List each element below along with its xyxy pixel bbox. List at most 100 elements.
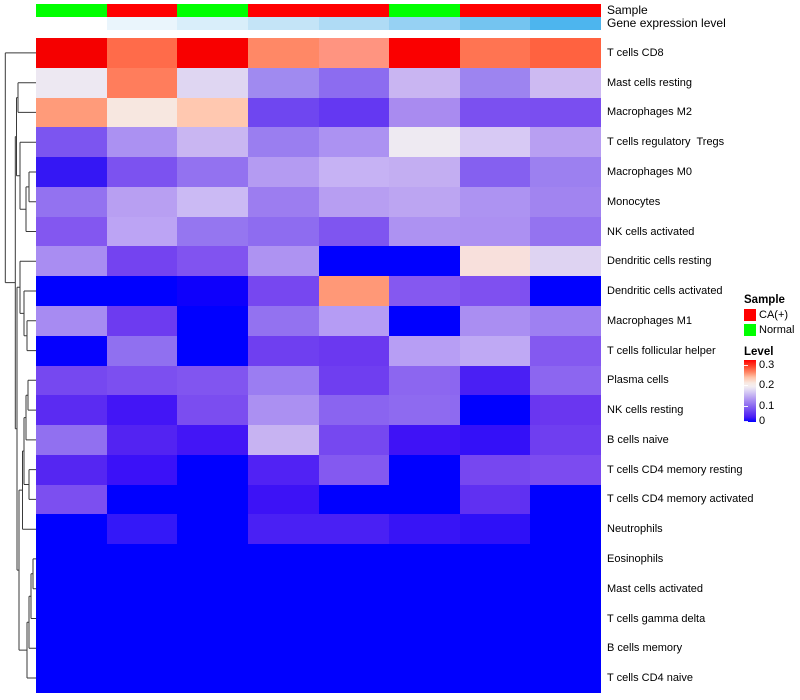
heatmap-cell: [318, 663, 390, 693]
row-label: Dendritic cells activated: [607, 285, 723, 298]
heatmap-cell: [459, 573, 531, 604]
heatmap-cell: [530, 425, 601, 455]
heatmap-cell: [36, 484, 107, 515]
heatmap-cell: [106, 425, 178, 455]
heatmap-cell: [530, 335, 601, 366]
row-label: T cells CD4 memory activated: [607, 493, 754, 506]
heatmap-cell: [177, 603, 248, 634]
heatmap-cell: [106, 454, 178, 485]
heatmap-cell: [106, 335, 178, 366]
heatmap-cell: [247, 246, 319, 277]
heatmap-cell: [177, 97, 248, 128]
heatmap-row: [36, 157, 601, 187]
heatmap-cell: [389, 335, 460, 366]
heatmap-row: [36, 395, 601, 426]
heatmap-cell: [247, 335, 319, 366]
heatmap-cell: [459, 38, 531, 68]
row-label: Mast cells resting: [607, 76, 692, 89]
heatmap-grid: [36, 38, 601, 693]
heatmap-cell: [247, 454, 319, 485]
heatmap-cell: [318, 425, 390, 455]
heatmap-cell: [389, 127, 460, 158]
heatmap-cell: [459, 67, 531, 98]
heatmap-cell: [247, 67, 319, 98]
heatmap-cell: [177, 484, 248, 515]
heatmap-cell: [459, 514, 531, 545]
heatmap-cell: [459, 186, 531, 217]
legend-item-label: Normal: [759, 323, 795, 336]
heatmap-cell: [36, 127, 107, 158]
heatmap-cell: [106, 573, 178, 604]
sample-annotation-cell: [36, 4, 107, 17]
heatmap-cell: [177, 276, 248, 306]
heatmap-cell: [389, 157, 460, 187]
level-legend: 0.3 0.2 0.1 0: [744, 360, 800, 427]
heatmap-cell: [106, 97, 178, 128]
sample-legend-item: CA(+): [744, 308, 800, 321]
row-label: B cells naive: [607, 433, 669, 446]
heatmap-cell: [247, 395, 319, 426]
heatmap-cell: [530, 216, 601, 247]
heatmap-cell: [106, 365, 178, 396]
heatmap-cell: [36, 335, 107, 366]
heatmap-cell: [389, 38, 460, 68]
heatmap-cell: [530, 484, 601, 515]
heatmap-cell: [177, 633, 248, 664]
sample-annotation-cell: [459, 4, 531, 17]
heatmap-cell: [177, 38, 248, 68]
heatmap-cell: [530, 305, 601, 336]
heatmap-cell: [36, 603, 107, 634]
heatmap-cell: [36, 365, 107, 396]
annotation-labels: Sample Gene expression level: [607, 4, 726, 30]
heatmap-cell: [177, 186, 248, 217]
heatmap-row: [36, 97, 601, 128]
expression-annotation-cell: [247, 17, 319, 30]
heatmap-cell: [177, 335, 248, 366]
heatmap-cell: [36, 157, 107, 187]
heatmap-cell: [459, 335, 531, 366]
heatmap-cell: [36, 663, 107, 693]
heatmap-cell: [106, 544, 178, 574]
heatmap-cell: [389, 514, 460, 545]
heatmap-cell: [459, 395, 531, 426]
heatmap-cell: [177, 127, 248, 158]
row-label: Mast cells activated: [607, 582, 703, 595]
heatmap-cell: [318, 544, 390, 574]
heatmap-cell: [318, 603, 390, 634]
expression-annotation-cell: [389, 17, 460, 30]
level-tick-label: 0.2: [759, 379, 775, 391]
level-tick-mark: [744, 406, 748, 407]
heatmap-cell: [247, 97, 319, 128]
heatmap-cell: [318, 186, 390, 217]
heatmap-cell: [318, 97, 390, 128]
heatmap-cell: [530, 573, 601, 604]
expression-annotation-cell: [318, 17, 390, 30]
expression-annotation-bar: [36, 17, 601, 30]
heatmap-cell: [247, 216, 319, 247]
heatmap-cell: [530, 67, 601, 98]
heatmap-cell: [459, 484, 531, 515]
heatmap-cell: [106, 663, 178, 693]
heatmap-cell: [106, 633, 178, 664]
heatmap-cell: [459, 127, 531, 158]
heatmap-cell: [36, 67, 107, 98]
sample-annotation-cell: [177, 4, 248, 17]
heatmap-cell: [389, 186, 460, 217]
heatmap-cell: [247, 186, 319, 217]
heatmap-cell: [389, 216, 460, 247]
heatmap-cell: [247, 514, 319, 545]
heatmap-row: [36, 633, 601, 664]
heatmap-cell: [36, 395, 107, 426]
heatmap-cell: [530, 395, 601, 426]
heatmap-cell: [389, 395, 460, 426]
heatmap-cell: [389, 246, 460, 277]
sample-annotation-cell: [247, 4, 319, 17]
sample-legend-item: Normal: [744, 323, 800, 336]
sample-annotation-cell: [530, 4, 601, 17]
heatmap-cell: [106, 186, 178, 217]
heatmap-cell: [106, 216, 178, 247]
heatmap-row: [36, 127, 601, 158]
row-label: B cells memory: [607, 642, 683, 655]
heatmap-cell: [36, 305, 107, 336]
heatmap-cell: [106, 305, 178, 336]
